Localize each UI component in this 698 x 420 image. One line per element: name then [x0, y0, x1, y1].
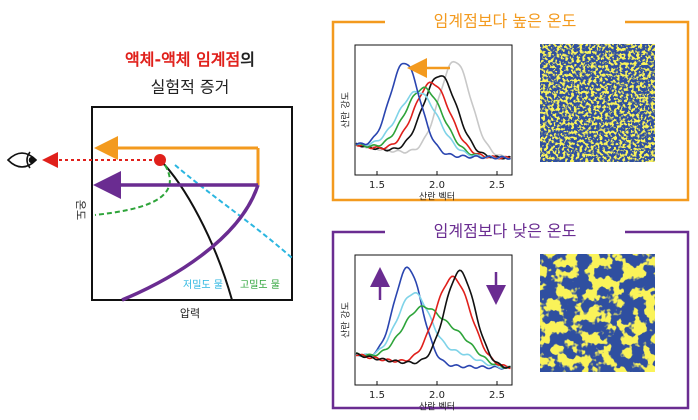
x-tick-label: 1.5 — [369, 390, 385, 401]
high-density-line — [94, 164, 171, 216]
critical-point — [154, 154, 166, 166]
scattering-curve — [355, 62, 511, 160]
x-axis-label: 산란 벡터 — [419, 401, 455, 413]
plot-frame — [354, 44, 513, 176]
x-tick-label: 1.5 — [369, 180, 385, 191]
structure-map — [540, 254, 655, 372]
scattering-curve — [355, 291, 511, 370]
scattering-curve — [355, 305, 511, 369]
y-axis-label: 산란 강도 — [340, 92, 352, 128]
subtitle: 실험적 증거 — [151, 78, 230, 97]
diagram-frame — [91, 106, 293, 301]
panel-title-bg — [385, 222, 625, 242]
scattering-curve — [355, 60, 511, 160]
y-axis-label: 온도 — [74, 200, 87, 220]
scattering-curve — [355, 269, 511, 369]
purple-path — [121, 184, 260, 302]
x-tick-label: 2.0 — [429, 180, 445, 191]
x-axis-label: 압력 — [180, 307, 200, 320]
x-tick-label: 2.5 — [489, 180, 505, 191]
y-axis-label: 산란 강도 — [340, 302, 352, 338]
structure-map — [540, 44, 655, 162]
scattering-curve — [355, 90, 511, 160]
x-tick-label: 2.0 — [429, 390, 445, 401]
low-density-line — [174, 164, 293, 259]
scattering-curve — [355, 275, 511, 370]
x-axis-label: 산란 벡터 — [419, 191, 455, 203]
panel-title-bg — [385, 12, 625, 32]
legend-low-density: 저밀도 물 — [183, 279, 223, 291]
eye-icon — [6, 151, 38, 169]
panel-title: 임계점보다 낮은 온도 — [434, 222, 577, 241]
plot-frame — [354, 254, 513, 386]
panel-title: 임계점보다 높은 온도 — [434, 12, 577, 31]
coexistence-line — [159, 159, 233, 301]
legend-high-density: 고밀도 물 — [240, 279, 280, 291]
x-tick-label: 2.5 — [489, 390, 505, 401]
title: 액체-액체 임계점의 — [125, 50, 255, 69]
